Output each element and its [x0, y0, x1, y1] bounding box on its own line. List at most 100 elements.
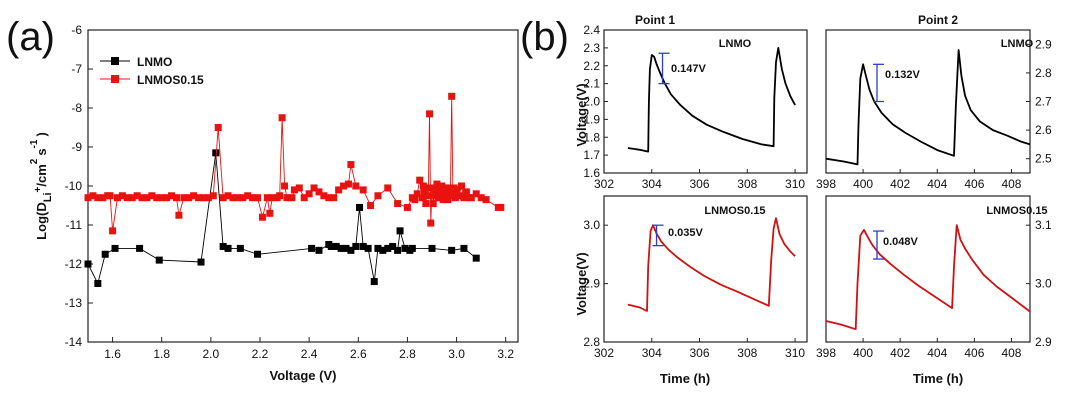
point-lnmos: [315, 188, 323, 196]
point-lnmos: [229, 194, 237, 202]
point-lnmos: [254, 194, 262, 202]
ylabel-sup-plus: +: [33, 186, 44, 192]
point-lnmo: [337, 244, 345, 252]
chart-b1-ytick-label: 1.9: [583, 112, 600, 126]
point-lnmos: [423, 184, 431, 192]
point-lnmo: [236, 244, 244, 252]
chart-a-xlabel: Voltage (V): [270, 368, 337, 383]
point-lnmos: [374, 192, 382, 200]
point-lnmos: [180, 194, 188, 202]
legend-lnmo-marker: [111, 57, 119, 65]
point-lnmos: [367, 202, 375, 209]
chart-b2-voltage-trace: [825, 49, 1031, 166]
chart-b2-ytick-label: 2.5: [1035, 152, 1052, 166]
chart-a-xtick-label: 2.2: [252, 347, 269, 361]
chart-b1: 302 304 306 308 310 1.6 1.7 1.8 1.9 2.0 2.1 2.2 2.3 2…: [583, 23, 808, 191]
chart-a-ytick-label: -9: [71, 140, 82, 154]
point-lnmos: [143, 194, 151, 202]
point-lnmos: [472, 190, 480, 198]
chart-a-xtick-label: 3.2: [497, 347, 514, 361]
point-lnmos: [455, 192, 463, 200]
point-lnmo: [384, 244, 392, 252]
point-lnmos: [163, 194, 171, 202]
point-lnmos: [416, 176, 424, 184]
chart-b3: 302 304 306 308 310 2.8 2.9 3.0: [583, 195, 808, 360]
chart-b3-voltage-trace: [627, 217, 796, 312]
chart-b4-xtick-label: 400: [853, 346, 873, 360]
point-lnmos: [424, 192, 432, 200]
point-lnmo: [254, 250, 262, 258]
chart-b1-xtick-label: 302: [594, 177, 614, 191]
point-lnmos: [224, 192, 232, 200]
point-lnmos: [199, 194, 207, 202]
chart-b4-voltage-trace: [825, 224, 1031, 331]
chart-b1-ytick-label: 2.3: [583, 41, 600, 55]
point-lnmo: [84, 260, 92, 268]
point-lnmos: [439, 196, 447, 204]
chart-b1-frame: [603, 29, 808, 174]
chart-b3-xtick-label: 302: [594, 346, 614, 360]
chart-b2-xtick-label: 406: [964, 177, 984, 191]
point-lnmos: [497, 203, 505, 211]
point-lnmos: [347, 161, 355, 169]
chart-b1-xtick-label: 306: [690, 177, 710, 191]
point-lnmo: [224, 244, 232, 252]
panel-label-b: (b): [520, 15, 569, 59]
point-lnmos: [268, 194, 276, 202]
chart-b1-ytick-label: 1.8: [583, 130, 600, 144]
point-lnmos: [158, 194, 166, 202]
chart-b1-xtick-label: 308: [737, 177, 757, 191]
point-lnmo: [394, 246, 402, 254]
point-lnmos: [283, 194, 291, 202]
series-lnmos-line: [87, 96, 501, 231]
chart-b2: 398 400 402 404 406 408 2.5 2.6 2.7 2.8 2.9: [816, 29, 1052, 191]
chart-b4-label: LNMOS0.15: [986, 205, 1047, 217]
point-lnmo: [111, 244, 119, 252]
point-lnmo: [332, 242, 340, 250]
point-lnmos: [214, 124, 222, 131]
chart-b4-xtick-label: 406: [964, 346, 984, 360]
point-lnmos: [153, 194, 161, 202]
point-lnmo: [219, 242, 227, 250]
chart-b1-ytick-label: 1.6: [583, 166, 600, 180]
chart-a-ytick-label: -12: [65, 257, 83, 271]
ylabel-sup-m1: -1: [29, 139, 40, 148]
chart-b2-xtick-label: 404: [927, 177, 947, 191]
point-lnmos: [266, 209, 274, 217]
point-lnmos: [335, 186, 343, 194]
ylabel-close: ): [34, 132, 49, 136]
point-lnmos: [185, 194, 193, 202]
chart-b3-label: LNMOS0.15: [704, 205, 765, 217]
ylabel-main: Log(D: [34, 202, 49, 240]
point-lnmos: [352, 182, 360, 190]
point-lnmos: [325, 194, 333, 202]
chart-b2-xtick-label: 408: [1001, 177, 1021, 191]
point-lnmos: [449, 190, 457, 198]
point-lnmos: [344, 180, 352, 188]
point-lnmo: [364, 244, 372, 252]
point-lnmos: [437, 190, 445, 198]
point-lnmos: [418, 194, 426, 202]
chart-b1-ytick-label: 1.7: [583, 148, 600, 162]
chart-b2-ytick-label: 2.9: [1035, 37, 1052, 51]
point-lnmos: [444, 196, 452, 204]
chart-b4-frame: [825, 195, 1031, 343]
point-lnmo: [212, 149, 220, 157]
point-lnmos: [310, 184, 318, 192]
ylabel-unit: /cm: [34, 164, 49, 186]
point-lnmos: [460, 194, 468, 202]
point-lnmos: [172, 194, 180, 202]
point-lnmos: [195, 194, 203, 202]
series-lnmo-line: [87, 152, 477, 285]
chart-b3-xtick-label: 310: [785, 346, 805, 360]
point-lnmo: [472, 254, 480, 262]
point-lnmos: [448, 92, 456, 100]
point-lnmos: [430, 186, 438, 194]
chart-b2-ytick-label: 2.6: [1035, 123, 1052, 137]
chart-b1-ylabel: Voltage(V): [574, 83, 589, 146]
point-lnmos: [263, 194, 271, 202]
point-lnmos: [99, 194, 107, 202]
chart-a-xtick-label: 2.0: [203, 347, 220, 361]
chart-b3-xtick-label: 306: [690, 346, 710, 360]
